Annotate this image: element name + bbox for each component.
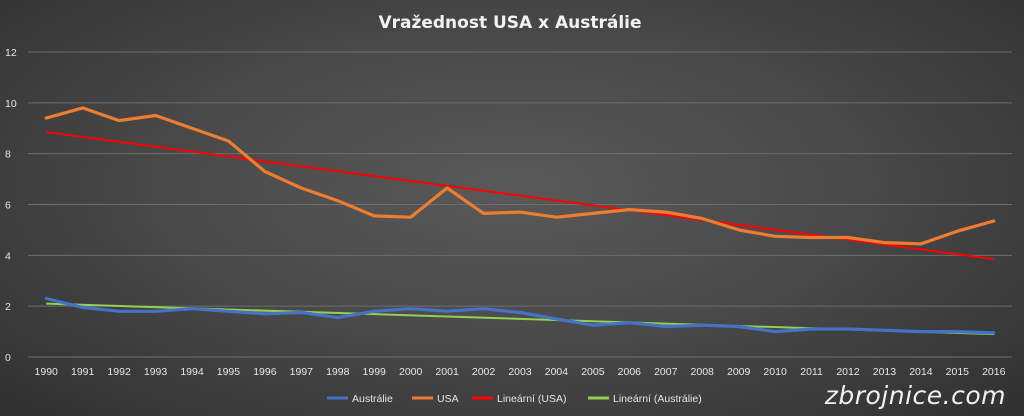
legend: Austrálie USA Lineární (USA) Lineární (Aust… [327,393,702,405]
x-axis-ticks: 1990 1991 1992 1993 1994 1995 1996 1997 1998 1999… [35,366,1006,378]
x-tick-label: 2004 [545,366,569,378]
x-tick-label: 2010 [763,366,787,378]
y-tick-label: 10 [5,98,17,110]
y-tick-label: 12 [5,47,17,59]
x-tick-label: 2006 [618,366,642,378]
legend-label: Lineární (USA) [497,393,566,405]
legend-label: Lineární (Austrálie) [613,393,702,405]
series-line-usa [44,106,996,246]
x-tick-label: 1999 [363,366,387,378]
x-tick-label: 2014 [909,366,933,378]
x-tick-label: 2012 [836,366,860,378]
x-tick-label: 2005 [581,366,605,378]
series-lines [44,106,996,336]
x-tick-label: 1991 [71,366,95,378]
y-tick-label: 8 [5,149,11,161]
watermark-text: zbrojnice.com [824,381,1006,410]
x-tick-label: 1996 [253,366,277,378]
x-tick-label: 2011 [800,366,823,378]
y-tick-label: 4 [5,250,11,262]
x-tick-label: 1994 [180,366,204,378]
legend-label: Austrálie [352,393,393,405]
x-tick-label: 1992 [107,366,131,378]
x-tick-label: 1993 [144,366,168,378]
gridlines [28,51,1012,358]
x-tick-label: 2015 [946,366,970,378]
chart-title: Vražednost USA x Austrálie [378,13,641,33]
x-tick-label: 2013 [873,366,897,378]
y-tick-label: 2 [5,301,11,313]
x-tick-label: 2003 [508,366,532,378]
x-tick-label: 1998 [326,366,350,378]
x-tick-label: 2007 [654,366,678,378]
x-tick-label: 1997 [290,366,314,378]
x-tick-label: 2000 [399,366,423,378]
x-tick-label: 1995 [217,366,241,378]
x-tick-label: 2008 [691,366,715,378]
x-tick-label: 1990 [35,366,59,378]
x-tick-label: 2001 [435,366,459,378]
trendline-usa [46,131,994,261]
y-tick-label: 6 [5,200,11,212]
x-tick-label: 2016 [982,366,1006,378]
series-line-australie [44,296,996,335]
y-tick-label: 0 [5,352,11,364]
x-tick-label: 2002 [472,366,496,378]
legend-label: USA [437,393,459,405]
x-tick-label: 2009 [727,366,751,378]
y-axis-ticks: 0 2 4 6 8 10 12 [5,47,17,364]
